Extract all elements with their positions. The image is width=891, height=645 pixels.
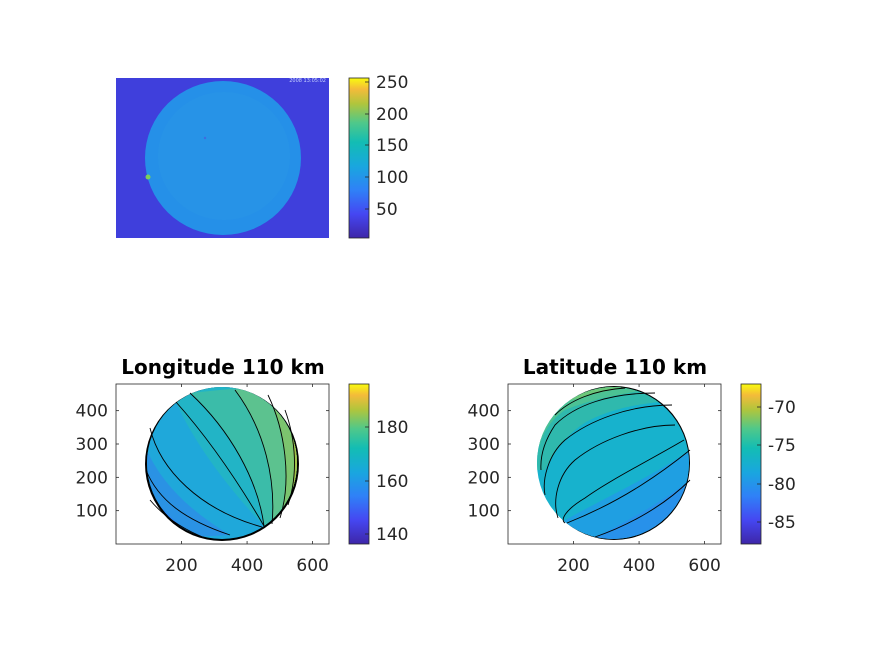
colorbar-gradient bbox=[740, 383, 762, 545]
cbar-tick-label: 150 bbox=[376, 136, 408, 156]
latitude-panel: Latitude 110 km 200 400 600 bbox=[468, 355, 722, 576]
latitude-contours bbox=[540, 387, 691, 538]
longitude-y-ticks: 100 200 300 400 bbox=[76, 402, 329, 522]
y-tick-label: 100 bbox=[76, 502, 108, 522]
longitude-title: Longitude 110 km bbox=[121, 355, 324, 379]
cbar-tick-label: -80 bbox=[768, 475, 796, 495]
longitude-colorbar: 180 160 140 bbox=[348, 383, 408, 545]
image-panel: 2008 13:05:02 bbox=[116, 78, 329, 238]
x-tick-label: 400 bbox=[231, 556, 263, 576]
cbar-tick-label: 200 bbox=[376, 105, 408, 125]
cbar-tick-label: 50 bbox=[376, 200, 398, 220]
latitude-x-ticks: 200 400 600 bbox=[557, 384, 721, 576]
cbar-tick-label: 250 bbox=[376, 73, 408, 93]
y-tick-label: 200 bbox=[76, 468, 108, 488]
y-tick-label: 200 bbox=[468, 468, 500, 488]
cbar-tick-label: -70 bbox=[768, 398, 796, 418]
cbar-tick-label: 140 bbox=[376, 525, 408, 545]
x-tick-label: 200 bbox=[557, 556, 589, 576]
colorbar-gradient bbox=[348, 77, 370, 239]
y-tick-label: 400 bbox=[76, 402, 108, 422]
image-disk-inner bbox=[158, 92, 290, 220]
image-colorbar: 250 200 150 100 50 bbox=[348, 73, 408, 239]
x-tick-label: 600 bbox=[296, 556, 328, 576]
image-colorbar-ticks: 250 200 150 100 50 bbox=[365, 73, 408, 220]
image-overlay-text: 2008 13:05:02 bbox=[289, 78, 326, 84]
y-tick-label: 300 bbox=[468, 435, 500, 455]
image-bright-spot bbox=[145, 174, 151, 180]
latitude-title: Latitude 110 km bbox=[523, 355, 707, 379]
x-tick-label: 600 bbox=[688, 556, 720, 576]
longitude-contours bbox=[145, 389, 295, 539]
latitude-colorbar: -70 -75 -80 -85 bbox=[740, 383, 796, 545]
y-tick-label: 300 bbox=[76, 435, 108, 455]
longitude-x-ticks: 200 400 600 bbox=[165, 384, 329, 576]
image-speck bbox=[203, 136, 207, 140]
y-tick-label: 100 bbox=[468, 502, 500, 522]
longitude-panel: Longitude 110 km bbox=[76, 355, 330, 576]
longitude-band bbox=[235, 387, 297, 526]
cbar-tick-label: 100 bbox=[376, 168, 408, 188]
cbar-tick-label: 160 bbox=[376, 472, 408, 492]
x-tick-label: 200 bbox=[165, 556, 197, 576]
latitude-y-ticks: 100 200 300 400 bbox=[468, 402, 721, 522]
y-tick-label: 400 bbox=[468, 402, 500, 422]
cbar-tick-label: -75 bbox=[768, 436, 796, 456]
cbar-tick-label: -85 bbox=[768, 513, 796, 533]
cbar-tick-label: 180 bbox=[376, 418, 408, 438]
x-tick-label: 400 bbox=[623, 556, 655, 576]
colorbar-gradient bbox=[348, 383, 370, 545]
